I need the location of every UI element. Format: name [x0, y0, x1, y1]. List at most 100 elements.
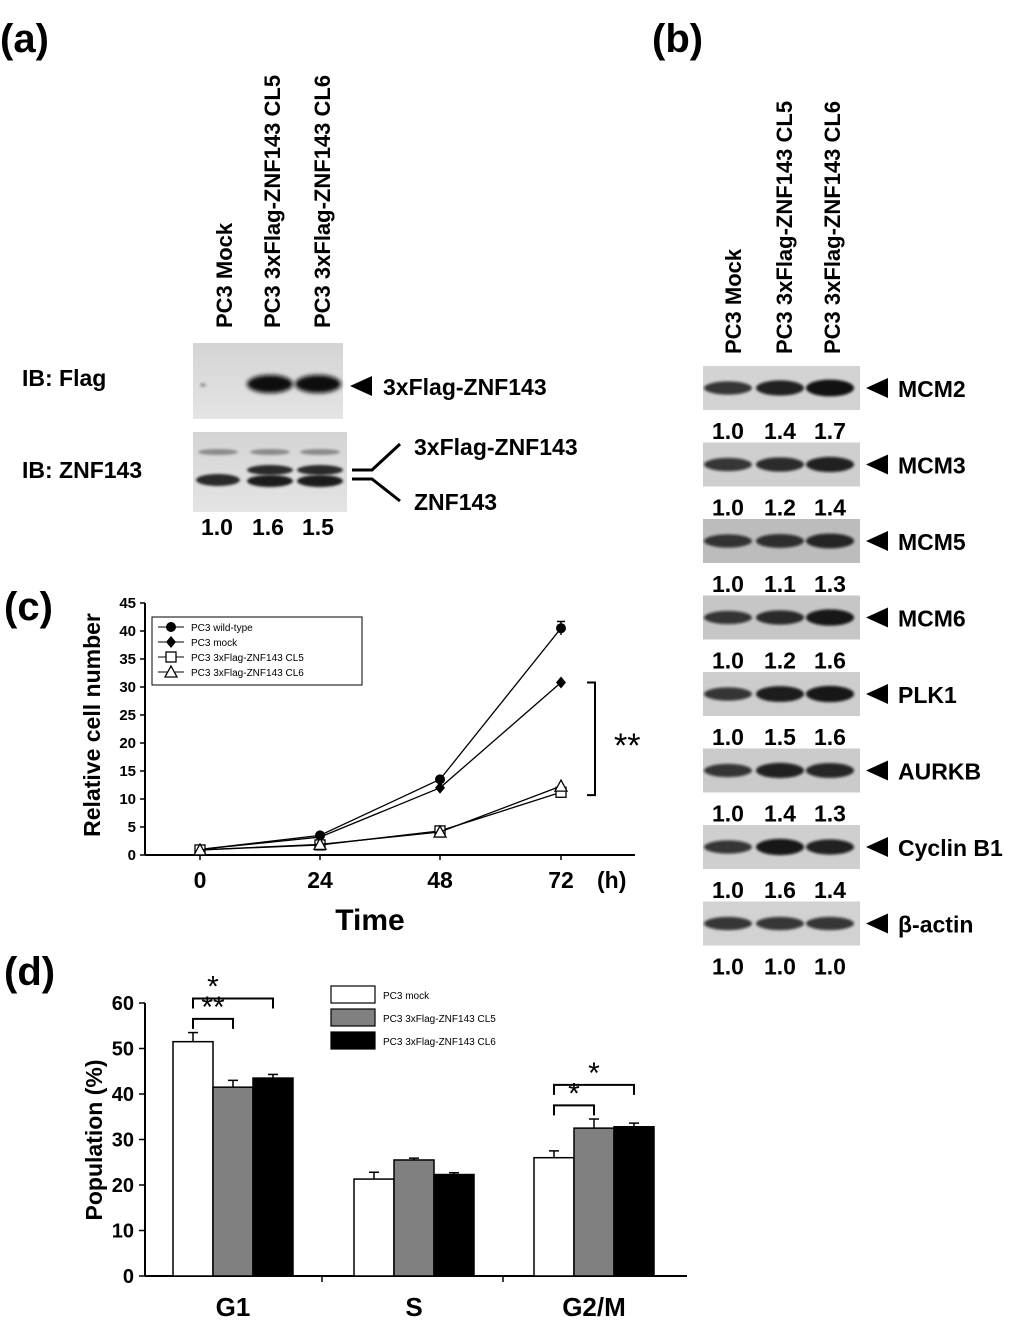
quant-value: 1.3 — [814, 801, 846, 827]
band — [806, 763, 854, 778]
quant-value: 1.5 — [764, 724, 796, 750]
quant-value: 1.7 — [814, 418, 846, 444]
arrow-icon — [866, 837, 888, 857]
y-tick-label: 30 — [112, 1130, 134, 1152]
band — [756, 839, 804, 855]
x-tick-label: G1 — [216, 1292, 251, 1322]
series-pc3-mock — [195, 677, 566, 856]
data-point — [435, 782, 445, 794]
y-tick-label: 20 — [112, 1175, 134, 1197]
legend-marker — [166, 652, 176, 662]
blot-label: PLK1 — [898, 682, 957, 708]
lane-label-cl5: PC3 3xFlag-ZNF143 CL5 — [772, 101, 797, 354]
panel-d-label: (d) — [4, 950, 55, 994]
band — [704, 687, 752, 700]
znf-band-upper-label: 3xFlag-ZNF143 — [414, 434, 578, 460]
arrow-icon — [866, 378, 888, 398]
quant-value: 1.2 — [764, 495, 796, 521]
x-axis-unit: (h) — [597, 867, 626, 893]
quant-value: 1.0 — [201, 514, 233, 540]
bar — [213, 1087, 253, 1276]
panel-b: (b) PC3 Mock PC3 3xFlag-ZNF143 CL5 PC3 3… — [652, 17, 1003, 980]
blot-label: MCM3 — [898, 453, 966, 479]
y-tick-label: 35 — [119, 651, 136, 668]
y-axis-title: Relative cell number — [79, 613, 105, 837]
quant-value: 1.4 — [814, 495, 846, 521]
band — [806, 380, 854, 397]
legend-label: PC3 3xFlag-ZNF143 CL5 — [191, 653, 304, 664]
y-tick-label: 25 — [119, 707, 136, 724]
band — [704, 534, 752, 547]
blot-label: β-actin — [898, 912, 973, 938]
bar — [253, 1078, 293, 1276]
band — [756, 534, 804, 548]
significance-label: ** — [201, 991, 225, 1024]
band — [806, 839, 854, 854]
band — [806, 686, 854, 702]
legend: PC3 wild-type PC3 mock PC3 3xFlag-ZNF143 C… — [152, 617, 362, 685]
quant-value: 1.0 — [712, 495, 744, 521]
series-line — [200, 786, 561, 850]
band — [704, 840, 752, 853]
quant-value: 1.4 — [764, 801, 796, 827]
quant-value: 1.0 — [712, 724, 744, 750]
arrow-icon — [866, 455, 888, 475]
band — [704, 381, 752, 394]
legend-label: PC3 mock — [191, 638, 238, 649]
band — [756, 610, 804, 624]
quant-value: 1.6 — [814, 648, 846, 674]
band — [704, 611, 752, 624]
lane-label-cl5: PC3 3xFlag-ZNF143 CL5 — [260, 75, 285, 328]
blot-flag-label: IB: Flag — [22, 365, 106, 391]
panel-a-label: (a) — [0, 17, 49, 61]
quant-value: 1.0 — [712, 648, 744, 674]
blot-flag — [193, 343, 343, 419]
quant-value: 1.2 — [764, 648, 796, 674]
quant-value: 1.3 — [814, 571, 846, 597]
quant-value: 1.0 — [712, 418, 744, 444]
y-tick-label: 15 — [119, 763, 136, 780]
band — [756, 763, 804, 778]
x-tick-label: S — [405, 1292, 422, 1322]
legend-label: PC3 wild-type — [191, 623, 253, 634]
y-tick-label: 20 — [119, 735, 136, 752]
bar — [394, 1160, 434, 1276]
arrow-icon — [866, 531, 888, 551]
x-tick-label: 48 — [427, 867, 453, 893]
band — [704, 917, 752, 930]
significance-label: ** — [614, 727, 640, 765]
significance-label: * — [588, 1057, 600, 1090]
band — [806, 917, 854, 930]
legend: PC3 mockPC3 3xFlag-ZNF143 CL5PC3 3xFlag-… — [331, 986, 496, 1049]
blot-label: MCM2 — [898, 376, 966, 402]
blot-label: MCM6 — [898, 606, 966, 632]
blot-znf-label: IB: ZNF143 — [22, 457, 142, 483]
band — [756, 457, 804, 471]
band — [756, 380, 804, 395]
y-tick-label: 0 — [123, 1266, 134, 1288]
bar — [574, 1128, 614, 1276]
legend-swatch — [331, 1009, 375, 1026]
y-tick-label: 50 — [112, 1039, 134, 1061]
bar — [354, 1179, 394, 1276]
legend-label: PC3 3xFlag-ZNF143 CL5 — [383, 1014, 496, 1025]
data-point — [555, 780, 567, 791]
significance-label: * — [568, 1077, 580, 1110]
panel-c-label: (c) — [4, 585, 53, 629]
arrow-icon — [866, 914, 888, 934]
bar — [173, 1042, 213, 1276]
quant-value: 1.0 — [814, 954, 846, 980]
arrow-icon — [350, 376, 372, 396]
legend-label: PC3 mock — [383, 991, 430, 1002]
x-tick-label: 72 — [548, 867, 574, 893]
y-tick-label: 0 — [128, 847, 136, 864]
panel-d: (d) Population (%) 0 10 20 30 40 50 60 G1 S G2/M *… — [4, 950, 687, 1322]
legend-marker — [166, 622, 176, 632]
y-tick-label: 40 — [112, 1084, 134, 1106]
y-tick-label: 30 — [119, 679, 136, 696]
data-point — [556, 677, 566, 689]
y-tick-label: 10 — [112, 1221, 134, 1243]
band — [704, 458, 752, 471]
